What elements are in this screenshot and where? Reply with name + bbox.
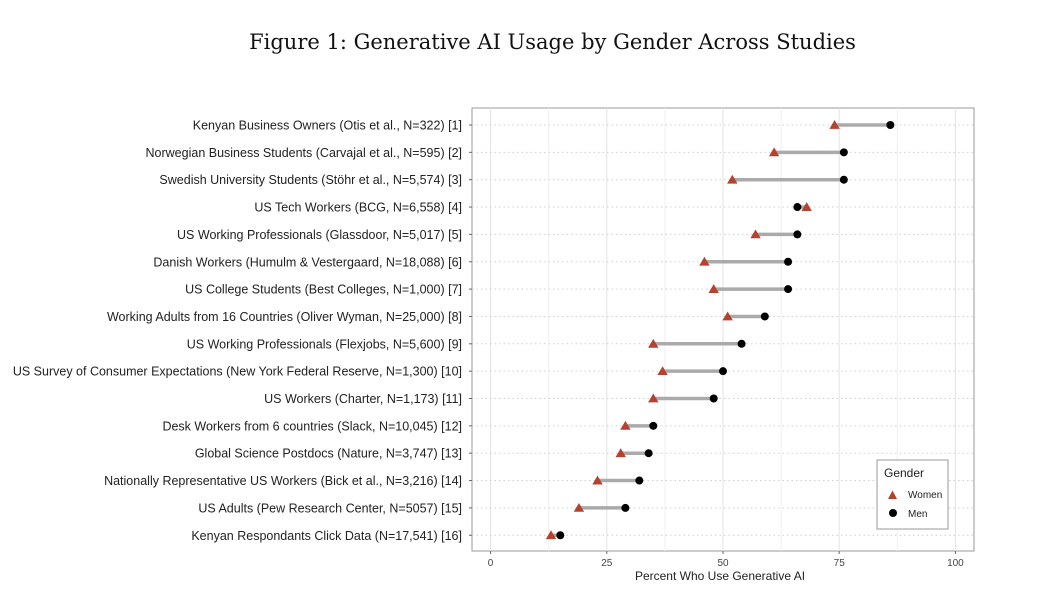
data-points bbox=[545, 120, 895, 540]
figure-title: Figure 1: Generative AI Usage by Gender … bbox=[249, 30, 856, 54]
women-point bbox=[722, 311, 733, 321]
x-axis-title: Percent Who Use Generative AI bbox=[635, 569, 805, 583]
category-label: Working Adults from 16 Countries (Oliver… bbox=[107, 310, 462, 324]
legend-men-marker bbox=[889, 509, 897, 517]
men-point bbox=[793, 230, 802, 239]
women-point bbox=[592, 475, 603, 485]
men-point bbox=[621, 503, 630, 512]
women-point bbox=[750, 229, 761, 239]
legend-title: Gender bbox=[884, 466, 924, 480]
men-point bbox=[784, 285, 793, 294]
legend: Gender Women Men bbox=[876, 459, 949, 530]
men-point bbox=[709, 394, 718, 403]
legend-box bbox=[876, 459, 949, 530]
category-label: Norwegian Business Students (Carvajal et… bbox=[146, 146, 462, 160]
category-label: Kenyan Business Owners (Otis et al., N=3… bbox=[193, 119, 462, 133]
women-point bbox=[648, 338, 659, 348]
women-point bbox=[829, 120, 840, 129]
women-point bbox=[615, 448, 626, 458]
x-tick-label: 50 bbox=[717, 558, 729, 569]
men-point bbox=[839, 175, 848, 184]
x-axis-ticks: 0 25 50 75 100 bbox=[488, 551, 964, 569]
category-label: Swedish University Students (Stöhr et al… bbox=[159, 173, 462, 187]
category-label: Danish Workers (Humulm & Vestergaard, N=… bbox=[153, 255, 462, 269]
category-label: US Working Professionals (Flexjobs, N=5,… bbox=[187, 337, 462, 351]
category-label: US Survey of Consumer Expectations (New … bbox=[13, 365, 462, 379]
women-point bbox=[727, 174, 738, 184]
legend-women-label: Women bbox=[908, 490, 942, 501]
women-point bbox=[620, 420, 631, 430]
category-label: US Adults (Pew Research Center, N=5057) … bbox=[198, 501, 462, 515]
women-point bbox=[545, 530, 557, 540]
category-labels: Kenyan Business Owners (Otis et al., N=3… bbox=[13, 119, 472, 543]
category-label: Kenyan Respondants Click Data (N=17,541)… bbox=[191, 529, 462, 543]
legend-men-label: Men bbox=[908, 509, 927, 520]
men-point bbox=[635, 476, 644, 485]
x-tick-label: 0 bbox=[488, 558, 494, 569]
women-point bbox=[801, 202, 812, 211]
women-point bbox=[657, 366, 668, 376]
men-point bbox=[886, 121, 895, 129]
men-point bbox=[760, 312, 769, 321]
men-point bbox=[644, 449, 653, 458]
men-point bbox=[719, 367, 727, 376]
men-point bbox=[737, 339, 746, 348]
grid-lines bbox=[472, 108, 974, 551]
women-point bbox=[573, 502, 585, 512]
women-point bbox=[768, 147, 780, 157]
connector-lines bbox=[551, 123, 891, 537]
men-point bbox=[649, 421, 658, 430]
men-point bbox=[556, 531, 565, 540]
men-point bbox=[839, 148, 848, 157]
category-label: US Tech Workers (BCG, N=6,558) [4] bbox=[254, 201, 462, 215]
x-tick-label: 25 bbox=[601, 558, 613, 569]
category-label: US Workers (Charter, N=1,173) [11] bbox=[264, 392, 462, 406]
women-point bbox=[648, 393, 659, 403]
legend-women-marker bbox=[888, 490, 897, 499]
women-point bbox=[699, 256, 710, 266]
x-tick-label: 100 bbox=[947, 558, 964, 569]
category-label: US College Students (Best Colleges, N=1,… bbox=[185, 283, 462, 297]
category-label: Global Science Postdocs (Nature, N=3,747… bbox=[195, 447, 462, 461]
category-label: Nationally Representative US Workers (Bi… bbox=[104, 474, 462, 488]
men-point bbox=[784, 257, 793, 266]
category-label: Desk Workers from 6 countries (Slack, N=… bbox=[162, 419, 462, 433]
category-label: US Working Professionals (Glassdoor, N=5… bbox=[177, 228, 462, 242]
women-point bbox=[708, 284, 719, 293]
men-point bbox=[793, 203, 802, 212]
x-tick-label: 75 bbox=[834, 558, 846, 569]
